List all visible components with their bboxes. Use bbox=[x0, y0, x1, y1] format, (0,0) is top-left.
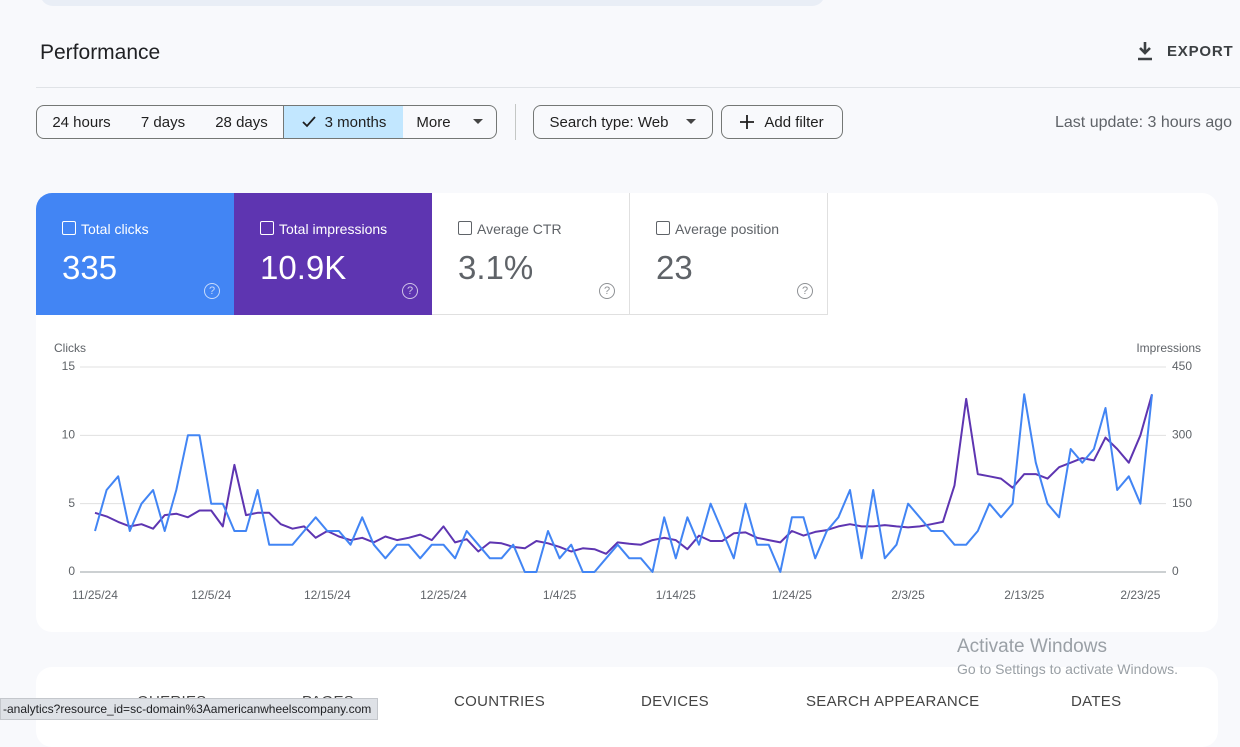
export-button[interactable]: EXPORT bbox=[1135, 40, 1233, 62]
metric-card[interactable]: Total impressions 10.9K? bbox=[234, 193, 432, 315]
export-icon bbox=[1138, 42, 1152, 61]
check-icon bbox=[302, 116, 316, 128]
tab[interactable]: SEARCH APPEARANCE bbox=[806, 693, 980, 710]
help-icon[interactable]: ? bbox=[402, 283, 418, 299]
help-icon[interactable]: ? bbox=[797, 283, 813, 299]
chip-label: 28 days bbox=[215, 113, 268, 131]
divider bbox=[36, 87, 1240, 88]
chip-label: Search type: Web bbox=[549, 113, 669, 131]
tab[interactable]: COUNTRIES bbox=[454, 693, 546, 710]
chart: Clicks Impressions 051015015030045011/25… bbox=[54, 341, 1201, 602]
x-tick-label: 12/25/24 bbox=[420, 588, 467, 602]
y2-axis-title: Impressions bbox=[1136, 341, 1201, 355]
range-chip-selected[interactable]: 3 months bbox=[283, 105, 404, 139]
help-icon[interactable]: ? bbox=[599, 283, 615, 299]
checkbox[interactable] bbox=[458, 221, 472, 235]
metric-value: 10.9K bbox=[260, 249, 347, 286]
y2-tick-label: 300 bbox=[1172, 428, 1192, 442]
metric-label: Average CTR bbox=[477, 221, 562, 237]
range-chip[interactable]: 28 days bbox=[200, 105, 284, 139]
status-bar-url: -analytics?resource_id=sc-domain%3Aameri… bbox=[0, 698, 379, 720]
watermark-subtitle: Go to Settings to activate Windows. bbox=[957, 661, 1178, 677]
chip-label: 7 days bbox=[140, 113, 186, 131]
metric-card[interactable]: Average position 23? bbox=[630, 193, 828, 315]
line-series bbox=[94, 393, 1153, 573]
watermark-title: Activate Windows bbox=[957, 636, 1107, 657]
page: Performance EXPORT 24 hours 7 days 28 da… bbox=[0, 0, 1240, 720]
chip-label: 24 hours bbox=[52, 113, 111, 131]
x-tick-label: 12/15/24 bbox=[304, 588, 351, 602]
chip-label: 3 months bbox=[324, 113, 387, 131]
metric-value: 23 bbox=[656, 249, 693, 286]
metric-value: 335 bbox=[62, 249, 118, 286]
help-icon[interactable]: ? bbox=[204, 283, 220, 299]
chip-label: Add filter bbox=[764, 113, 824, 131]
x-tick-label: 1/24/25 bbox=[772, 588, 812, 602]
separator bbox=[515, 104, 516, 140]
metric-card[interactable]: Total clicks 335? bbox=[36, 193, 234, 315]
x-tick-label: 1/14/25 bbox=[656, 588, 696, 602]
y2-tick-label: 0 bbox=[1172, 564, 1179, 578]
more-chip[interactable]: More bbox=[403, 105, 497, 139]
metric-label: Total clicks bbox=[81, 221, 149, 237]
y-tick-label: 10 bbox=[62, 428, 76, 442]
x-tick-label: 2/3/25 bbox=[891, 588, 925, 602]
line-series bbox=[94, 394, 1153, 555]
x-tick-label: 2/13/25 bbox=[1004, 588, 1044, 602]
x-tick-label: 11/25/24 bbox=[72, 588, 118, 602]
x-tick-label: 2/23/25 bbox=[1120, 588, 1160, 602]
y-axis-title: Clicks bbox=[54, 341, 86, 355]
tab[interactable]: DATES bbox=[1071, 693, 1122, 710]
metric-card[interactable]: Average CTR 3.1%? bbox=[432, 193, 630, 315]
export-label: EXPORT bbox=[1167, 42, 1234, 60]
last-update: Last update: 3 hours ago bbox=[1055, 114, 1233, 131]
add-filter-chip[interactable]: Add filter bbox=[721, 105, 843, 139]
plus-icon bbox=[740, 115, 755, 129]
x-tick-label: 12/5/24 bbox=[191, 588, 231, 602]
search-bar[interactable] bbox=[40, 0, 825, 6]
range-chip[interactable]: 24 hours bbox=[36, 105, 127, 139]
y-tick-label: 15 bbox=[62, 359, 76, 373]
x-tick-label: 1/4/25 bbox=[543, 588, 577, 602]
y2-tick-label: 450 bbox=[1172, 359, 1192, 373]
y-tick-label: 0 bbox=[68, 564, 75, 578]
y2-tick-label: 150 bbox=[1172, 496, 1192, 510]
tab[interactable]: DEVICES bbox=[641, 693, 709, 710]
checkbox[interactable] bbox=[62, 221, 76, 235]
dropdown-icon bbox=[472, 119, 483, 124]
metric-value: 3.1% bbox=[458, 249, 534, 286]
checkbox[interactable] bbox=[656, 221, 670, 235]
checkbox[interactable] bbox=[260, 221, 274, 235]
y-tick-label: 5 bbox=[68, 496, 75, 510]
chip-label: More bbox=[416, 113, 451, 131]
page-title: Performance bbox=[40, 41, 161, 64]
metric-label: Average position bbox=[675, 221, 780, 237]
dropdown-icon bbox=[686, 119, 697, 124]
metric-label: Total impressions bbox=[279, 221, 388, 237]
search-type-chip[interactable]: Search type: Web bbox=[533, 105, 713, 139]
